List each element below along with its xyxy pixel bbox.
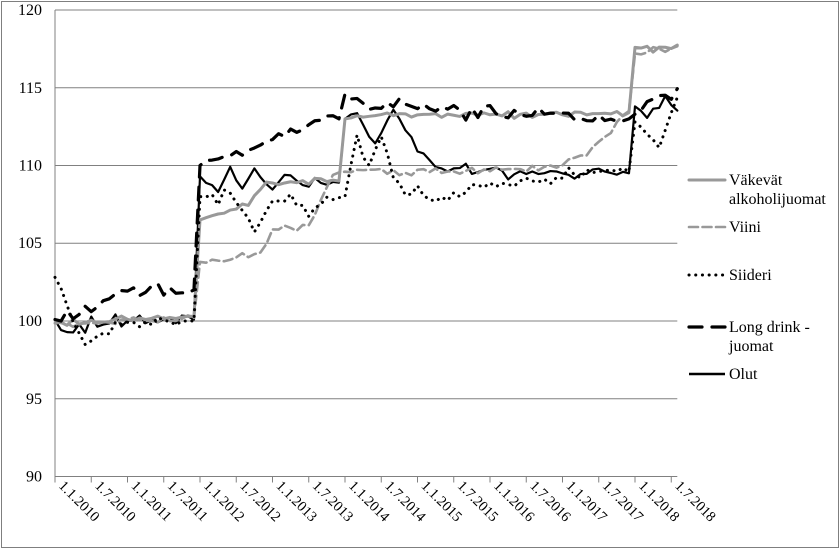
svg-text:105: 105 xyxy=(18,235,42,252)
svg-text:Siideri: Siideri xyxy=(729,267,772,284)
svg-text:alkoholijuomat: alkoholijuomat xyxy=(729,191,826,208)
svg-text:110: 110 xyxy=(19,158,42,175)
svg-text:Long drink -: Long drink - xyxy=(729,319,810,336)
svg-text:95: 95 xyxy=(26,391,42,408)
svg-text:90: 90 xyxy=(26,469,42,486)
svg-text:juomat: juomat xyxy=(728,338,774,355)
svg-text:Väkevät: Väkevät xyxy=(729,172,783,189)
svg-text:100: 100 xyxy=(18,313,42,330)
svg-text:Olut: Olut xyxy=(729,366,758,383)
svg-text:Viini: Viini xyxy=(729,219,761,236)
svg-text:115: 115 xyxy=(19,80,42,97)
svg-text:120: 120 xyxy=(18,2,42,19)
svg-text:1.7.2018: 1.7.2018 xyxy=(671,478,718,525)
